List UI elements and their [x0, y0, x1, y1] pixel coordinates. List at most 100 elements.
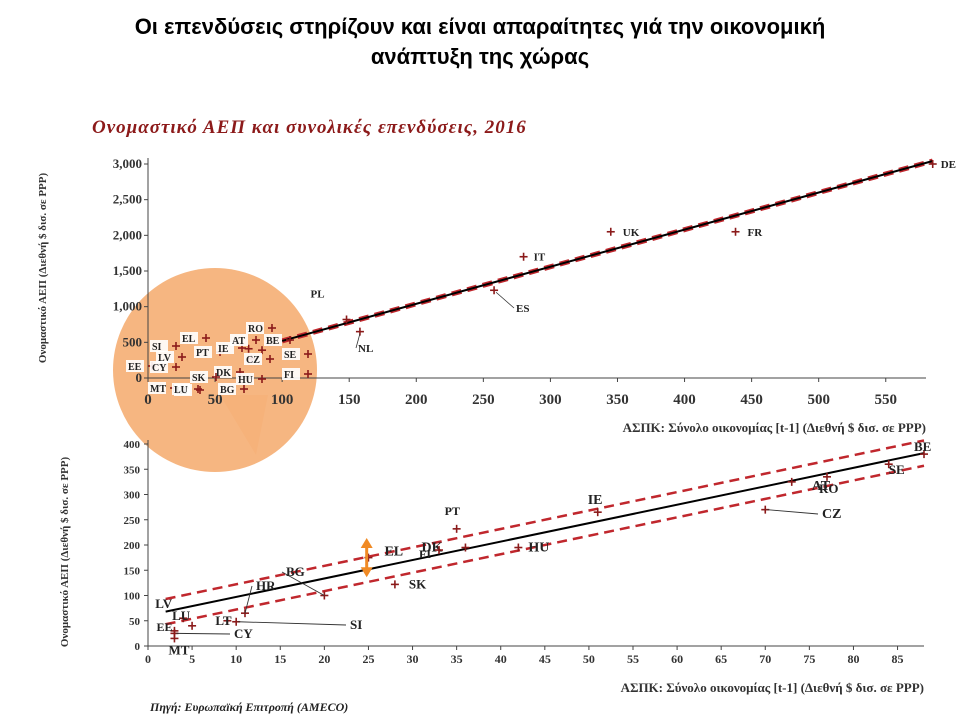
leader-line-b [244, 585, 253, 614]
x-tick-label-bottom: 40 [495, 652, 507, 666]
data-point-pl [342, 315, 351, 324]
point-label-it: IT [534, 252, 546, 264]
point-label-b-lv: LV [155, 596, 172, 611]
zoom-label-bg [156, 351, 174, 363]
zoom-label-ie: IE [218, 344, 229, 355]
zoom-point-bg [240, 385, 248, 393]
point-label-b-dk: DK [421, 541, 442, 556]
y-tick-label-top: 2,500 [113, 192, 142, 207]
x-tick-label-bottom: 60 [671, 652, 683, 666]
y-tick-label-bottom: 350 [124, 464, 141, 476]
data-point-b-sk [390, 580, 399, 589]
zoom-label-bg [148, 382, 166, 394]
data-point-it [519, 252, 528, 261]
data-point-b-fi [435, 546, 443, 555]
zoom-label-bg [150, 361, 168, 373]
leader-line-b [176, 632, 231, 635]
zoom-label-hu: HU [238, 375, 253, 386]
zoom-point-ro [268, 324, 276, 332]
data-point-se [258, 346, 267, 355]
x-tick-label-bottom: 10 [230, 652, 242, 666]
zoom-label-sk: SK [192, 373, 206, 384]
x-tick-label-bottom: 35 [451, 652, 463, 666]
data-point-b-be [920, 450, 928, 459]
chart-title: Ονομαστικό ΑΕΠ και συνολικές επενδύσεις,… [92, 117, 527, 138]
zoom-label-bg [180, 332, 198, 344]
leader-line-b [767, 509, 819, 515]
zoom-label-bg [172, 383, 190, 395]
point-label-b-hu: HU [528, 541, 549, 556]
leader-line-b [238, 621, 347, 626]
zoom-point-at [252, 336, 260, 344]
y-tick-label-top: 1,500 [113, 263, 142, 278]
zoom-label-bg: BG [220, 385, 235, 396]
zoom-label-fi: FI [284, 370, 294, 381]
y-tick-label-bottom: 250 [124, 515, 141, 527]
point-label-b-cz: CZ [822, 507, 841, 522]
x-tick-label-top: 150 [338, 392, 361, 408]
zoom-point-cz [266, 355, 274, 363]
zoom-label-ee: EE [128, 362, 142, 373]
zoom-point-be [286, 336, 294, 344]
x-tick-label-top: 250 [472, 392, 495, 408]
x-tick-label-top: 550 [875, 392, 898, 408]
point-label-b-ro: RO [819, 481, 839, 496]
zoom-label-cy: CY [152, 363, 167, 374]
y-tick-label-top: 3,000 [113, 156, 142, 171]
zoom-label-bg [230, 334, 248, 346]
zoom-point-el [202, 334, 210, 342]
zoom-label-el: EL [182, 334, 196, 345]
zoom-label-bg [282, 368, 300, 380]
zoom-label-bg [282, 348, 300, 360]
point-label-b-at: AT [812, 479, 831, 494]
gap-arrow-head-down [360, 567, 373, 578]
data-point-b-at [787, 477, 796, 486]
slide-title-line2: ανάπτυξη της χώρας [370, 44, 590, 69]
point-label-b-el: EL [384, 545, 403, 560]
point-label-b-ie: IE [588, 493, 603, 508]
y-tick-label-bottom: 100 [124, 591, 141, 603]
y-tick-label-bottom: 50 [129, 616, 141, 628]
point-label-b-se: SE [889, 462, 905, 477]
y-tick-label-top: 2,000 [113, 227, 142, 242]
y-axis-label-top: Ονομαστικό ΑΕΠ (Διεθνή $ δισ. σε PPP) [37, 173, 49, 364]
band-lower [165, 464, 925, 626]
x-tick-label-bottom: 50 [583, 652, 595, 666]
source-note: Πηγή: Ευρωπαϊκή Επιτροπή (AMECO) [150, 700, 349, 714]
y-tick-label-bottom: 200 [124, 540, 141, 552]
zoom-label-dk: DK [216, 368, 231, 379]
y-tick-label-bottom: 300 [124, 490, 141, 502]
zoom-point-lu [194, 385, 202, 393]
x-tick-label-bottom: 65 [715, 652, 727, 666]
point-label-b-hr: HR [256, 578, 276, 593]
zoom-label-bg [150, 340, 168, 352]
x-tick-label-bottom: 25 [362, 652, 374, 666]
point-label-b-mt: MT [168, 642, 189, 657]
gap-arrow-head-up [360, 537, 373, 548]
data-point-uk [606, 227, 615, 236]
zoom-point-cy [172, 363, 180, 371]
slide-title-line1: Οι επενδύσεις στηρίζουν και είναι απαραί… [134, 14, 826, 39]
point-label-uk: UK [623, 227, 640, 239]
point-label-b-be: BE [914, 439, 931, 454]
data-point-b-pt [452, 524, 461, 533]
data-point-b-mt [170, 634, 179, 643]
zoom-label-bg [126, 360, 144, 372]
data-point-es [490, 286, 499, 295]
point-label-es: ES [516, 303, 529, 315]
zoom-label-bg [190, 371, 208, 383]
zoom-label-mt: MT [150, 384, 166, 395]
data-point-b-ie [593, 508, 602, 517]
zoom-label-si: SI [152, 342, 162, 353]
data-point-b-ro [823, 472, 831, 481]
point-label-b-si: SI [350, 617, 362, 632]
zoom-point-sk [212, 373, 220, 381]
point-label-nl: NL [358, 343, 373, 355]
zoom-label-bg [244, 353, 262, 365]
x-tick-label-bottom: 85 [892, 652, 904, 666]
x-tick-label-top: 500 [807, 392, 830, 408]
x-tick-label-bottom: 80 [847, 652, 859, 666]
point-label-b-lt: LT [215, 613, 231, 628]
zoom-point-hu [258, 375, 266, 383]
